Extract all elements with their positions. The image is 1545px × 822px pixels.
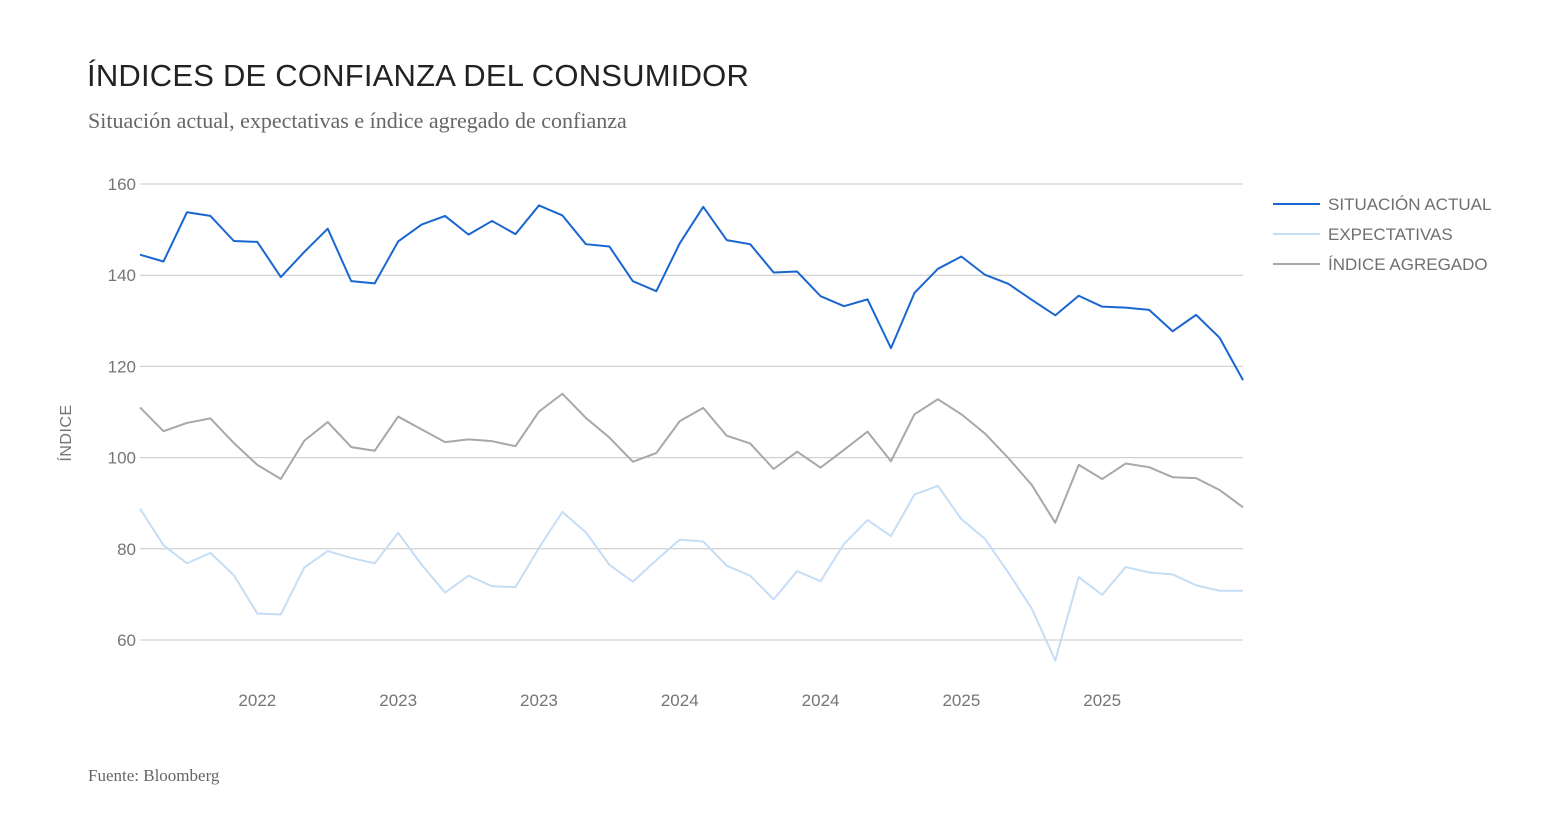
chart-title: ÍNDICES DE CONFIANZA DEL CONSUMIDOR bbox=[87, 58, 750, 93]
series-line-expectativas bbox=[139, 484, 1243, 662]
y-tick-label: 60 bbox=[117, 631, 136, 650]
x-tick-label: 2024 bbox=[802, 691, 840, 710]
series-line-situacion-actual bbox=[139, 204, 1244, 381]
legend-label: SITUACIÓN ACTUAL bbox=[1328, 195, 1491, 214]
y-tick-label: 160 bbox=[108, 175, 136, 194]
gridlines bbox=[140, 183, 1243, 641]
y-tick-label: 140 bbox=[108, 266, 136, 285]
x-tick-label: 2023 bbox=[379, 691, 417, 710]
x-tick-label: 2025 bbox=[942, 691, 980, 710]
x-axis-ticks: 2022 2023 2023 2024 2024 2025 2025 bbox=[238, 691, 1121, 710]
y-tick-label: 100 bbox=[108, 449, 136, 468]
y-axis-title: ÍNDICE bbox=[56, 404, 75, 461]
y-tick-label: 120 bbox=[108, 357, 136, 376]
x-tick-label: 2025 bbox=[1083, 691, 1121, 710]
y-tick-label: 80 bbox=[117, 540, 136, 559]
y-axis-ticks: 60 80 100 120 140 160 bbox=[108, 175, 136, 650]
chart-subtitle: Situación actual, expectativas e índice … bbox=[88, 108, 627, 133]
x-tick-label: 2024 bbox=[661, 691, 699, 710]
x-tick-label: 2023 bbox=[520, 691, 558, 710]
legend: SITUACIÓN ACTUAL EXPECTATIVAS ÍNDICE AGREG… bbox=[1273, 195, 1491, 274]
series-lines bbox=[139, 204, 1244, 662]
legend-label: EXPECTATIVAS bbox=[1328, 225, 1453, 244]
legend-label: ÍNDICE AGREGADO bbox=[1328, 255, 1488, 274]
series-line-indice-agregado bbox=[139, 392, 1244, 524]
source-note: Fuente: Bloomberg bbox=[88, 766, 220, 785]
x-tick-label: 2022 bbox=[238, 691, 276, 710]
